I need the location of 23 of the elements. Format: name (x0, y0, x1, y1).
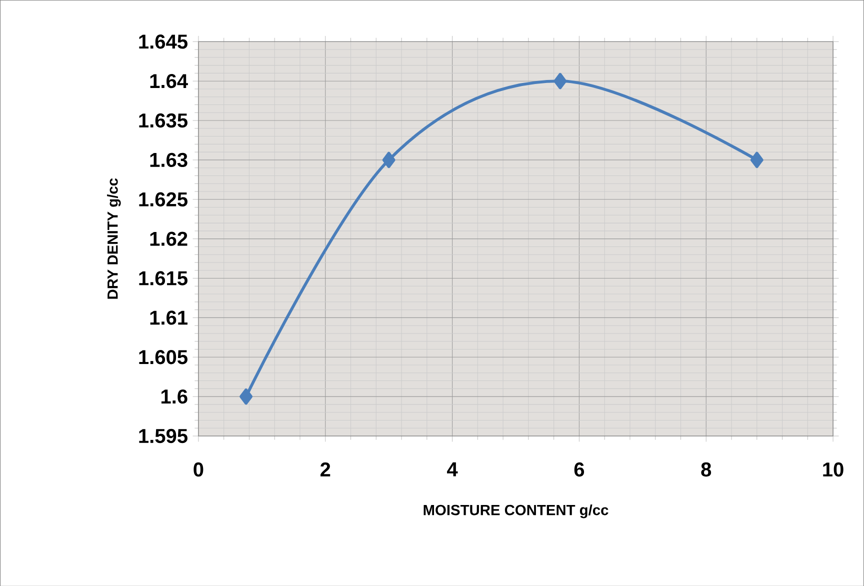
y-axis-title: DRY DENITY g/cc (107, 178, 121, 299)
x-tick-label: 0 (194, 462, 204, 476)
y-tick-label: 1.615 (139, 270, 188, 286)
y-tick-label: 1.61 (150, 310, 188, 325)
y-tick-label: 1.63 (150, 152, 188, 167)
x-tick-label: 8 (701, 462, 712, 476)
y-tick-label: 1.605 (139, 350, 188, 364)
point (382, 152, 396, 168)
y-tick-label: 1.62 (150, 232, 188, 246)
x-tick-label: 2 (320, 462, 330, 476)
y-tick-label: 1.635 (139, 113, 188, 128)
point (554, 72, 567, 90)
point (240, 388, 253, 405)
y-tick-label: 1.595 (139, 428, 188, 443)
x-tick-label: 10 (823, 462, 844, 476)
x-tick-label: 4 (447, 462, 458, 476)
point (750, 152, 764, 168)
y-tick-label: 1.645 (139, 34, 188, 49)
y-tick-label: 1.625 (139, 192, 188, 206)
y-tick-label: 1.64 (150, 74, 188, 88)
x-tick-label: 6 (574, 462, 584, 476)
y-tick-label: 1.6 (161, 389, 188, 404)
x-axis-title: MOISTURE CONTENT g/cc (424, 504, 608, 518)
